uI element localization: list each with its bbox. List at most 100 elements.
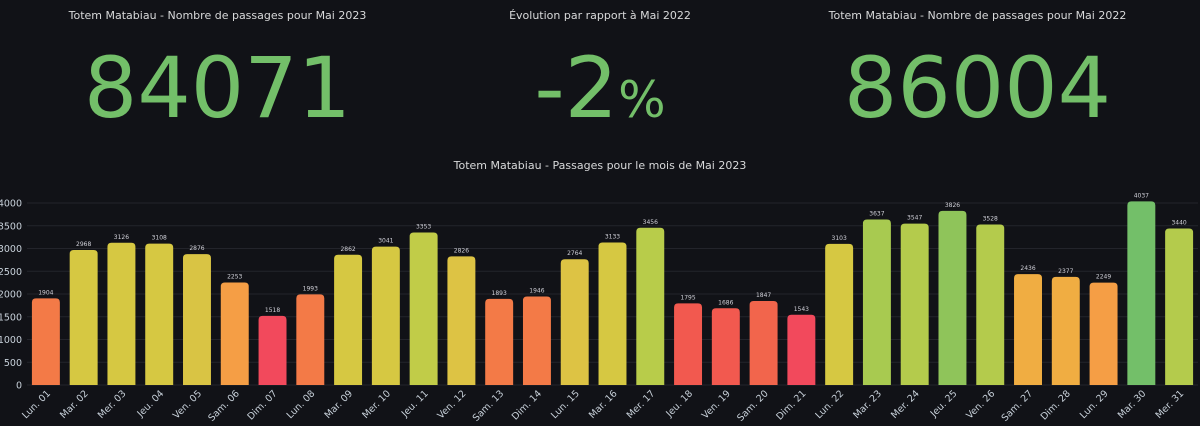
- x-tick-label: Jeu. 18: [663, 388, 695, 420]
- bar-value-label: 2436: [1020, 265, 1035, 272]
- x-tick-label: Mar. 23: [851, 388, 884, 421]
- stat-value: 84071: [0, 38, 435, 150]
- bar-value-label: 3456: [643, 219, 658, 226]
- x-tick-label: Mer. 03: [96, 388, 129, 421]
- y-tick-label: 1500: [0, 312, 22, 323]
- bar[interactable]: [409, 232, 438, 385]
- x-tick-label: Dim. 28: [1039, 388, 1073, 422]
- bar[interactable]: [447, 256, 476, 385]
- bar[interactable]: [522, 296, 551, 385]
- bar-value-label: 2862: [340, 246, 355, 253]
- bar[interactable]: [1051, 276, 1080, 385]
- bar-value-label: 3108: [152, 235, 167, 242]
- bar[interactable]: [862, 219, 891, 385]
- x-tick-label: Sam. 27: [1000, 388, 1036, 424]
- bar-value-label: 2253: [227, 273, 242, 280]
- bar-value-label: 1893: [492, 290, 507, 297]
- bar-value-label: 3637: [869, 211, 884, 218]
- x-tick-label: Ven. 26: [964, 388, 997, 421]
- bar[interactable]: [787, 314, 816, 385]
- bar[interactable]: [1089, 282, 1118, 385]
- y-tick-label: 2500: [0, 267, 22, 278]
- y-tick-label: 500: [4, 358, 22, 369]
- bar-value-label: 3826: [945, 202, 960, 209]
- bar[interactable]: [334, 254, 363, 385]
- x-tick-label: Jeu. 04: [135, 388, 167, 420]
- x-tick-label: Jeu. 25: [928, 388, 960, 420]
- bar-value-label: 1946: [529, 287, 544, 294]
- bar[interactable]: [220, 282, 249, 385]
- x-tick-label: Dim. 14: [510, 388, 544, 422]
- x-tick-label: Mar. 30: [1116, 388, 1149, 421]
- x-tick-label: Mar. 16: [587, 388, 620, 421]
- bar[interactable]: [636, 227, 665, 385]
- bar-value-label: 1847: [756, 292, 771, 299]
- bar-value-label: 3353: [416, 223, 431, 230]
- x-tick-label: Ven. 19: [700, 388, 733, 421]
- bar-value-label: 1993: [303, 285, 318, 292]
- bar-value-label: 1518: [265, 307, 280, 314]
- bar[interactable]: [560, 259, 589, 385]
- y-tick-label: 0: [16, 381, 22, 392]
- bar[interactable]: [1014, 274, 1042, 385]
- x-tick-label: Dim. 21: [774, 388, 808, 422]
- x-tick-label: Mer. 31: [1154, 388, 1187, 421]
- x-tick-label: Mer. 24: [889, 388, 922, 421]
- x-tick-label: Lun. 29: [1078, 388, 1111, 421]
- x-tick-label: Sam. 13: [471, 388, 507, 424]
- bar[interactable]: [31, 298, 60, 385]
- bar-value-label: 2968: [76, 241, 91, 248]
- bar[interactable]: [296, 294, 325, 385]
- bar-value-label: 2764: [567, 250, 582, 257]
- bar[interactable]: [749, 300, 778, 385]
- bar[interactable]: [938, 210, 967, 385]
- bar[interactable]: [69, 249, 98, 385]
- x-tick-label: Lun. 22: [814, 388, 847, 421]
- bar[interactable]: [825, 243, 854, 385]
- bar-value-label: 2826: [454, 247, 469, 254]
- bar[interactable]: [711, 308, 740, 385]
- x-tick-label: Lun. 15: [549, 388, 582, 421]
- stat-value: -2%: [380, 38, 820, 150]
- y-tick-label: 4000: [0, 199, 22, 210]
- bar[interactable]: [1165, 228, 1194, 385]
- bar[interactable]: [371, 246, 400, 385]
- bar-value-label: 1904: [38, 289, 53, 296]
- bar-value-label: 3528: [983, 215, 998, 222]
- bar-value-label: 3547: [907, 215, 922, 222]
- bar[interactable]: [485, 298, 514, 385]
- x-tick-label: Ven. 05: [171, 388, 204, 421]
- stat-number: 84071: [83, 39, 352, 137]
- chart-title: Totem Matabiau - Passages pour le mois d…: [453, 159, 747, 172]
- bar[interactable]: [976, 224, 1005, 385]
- x-tick-label: Sam. 20: [735, 388, 771, 424]
- stat-number: 86004: [843, 39, 1112, 137]
- stat-unit: %: [618, 71, 666, 129]
- bar-chart: 0 500 1000 1500 2000 2500 3000 3500 4000 1904 Lun.…: [0, 192, 1198, 424]
- stat-number: -2: [534, 39, 619, 137]
- bar[interactable]: [1127, 201, 1156, 385]
- bar-value-label: 2377: [1058, 268, 1073, 275]
- bar[interactable]: [145, 243, 174, 385]
- bar[interactable]: [107, 242, 136, 385]
- bar-value-label: 1686: [718, 299, 733, 306]
- bar[interactable]: [900, 223, 929, 385]
- y-tick-label: 3000: [0, 244, 22, 255]
- y-tick-label: 3500: [0, 221, 22, 232]
- stat-title: Totem Matabiau - Nombre de passages pour…: [68, 9, 367, 22]
- bar-value-label: 1795: [680, 294, 695, 301]
- stat-value: 86004: [755, 38, 1200, 150]
- bar-value-label: 4037: [1134, 192, 1149, 199]
- bar-value-label: 1543: [794, 306, 809, 313]
- bar-value-label: 3126: [114, 234, 129, 241]
- x-tick-label: Ven. 12: [435, 388, 468, 421]
- bar[interactable]: [258, 315, 287, 385]
- y-tick-label: 1000: [0, 335, 22, 346]
- bar[interactable]: [598, 242, 627, 385]
- x-tick-label: Jeu. 11: [399, 388, 431, 420]
- stat-panel-passages-2023: Totem Matabiau - Nombre de passages pour…: [0, 0, 435, 150]
- x-tick-label: Mer. 10: [360, 388, 393, 421]
- bar[interactable]: [183, 254, 211, 385]
- bar[interactable]: [674, 303, 703, 385]
- y-tick-label: 2000: [0, 290, 22, 301]
